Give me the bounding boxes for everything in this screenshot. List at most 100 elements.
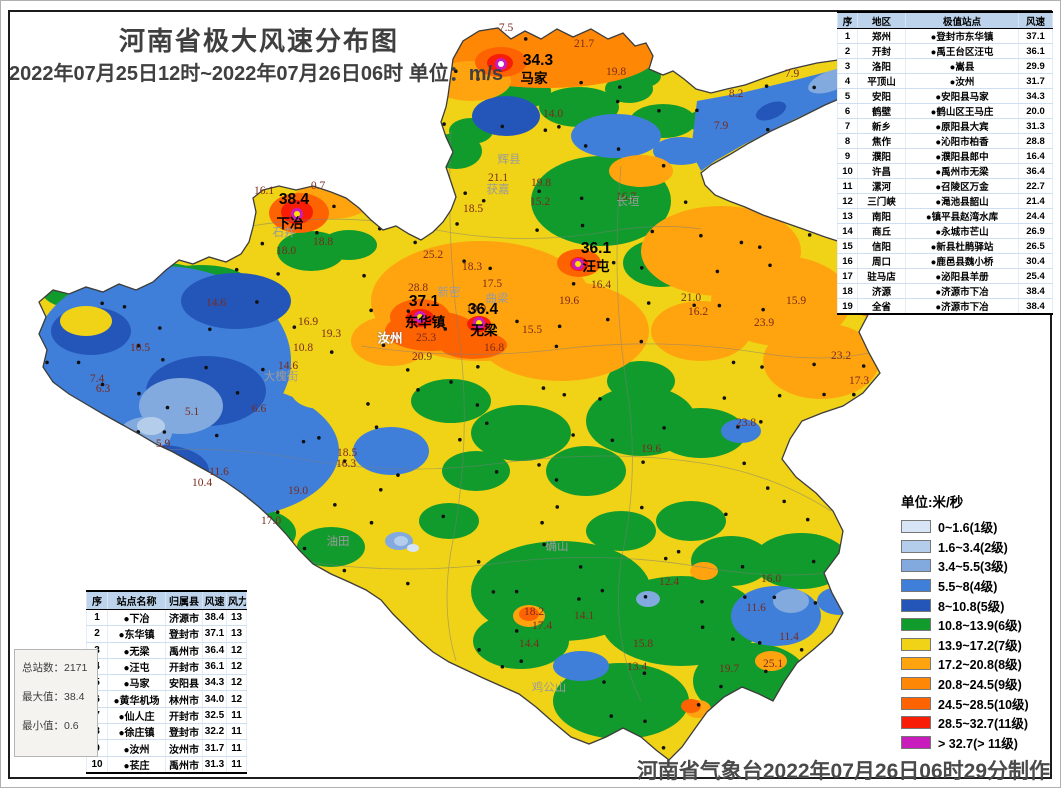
region-wind-speed: 25.4 (1018, 268, 1053, 284)
region-extreme-station: ●镇平县赵湾水库 (905, 208, 1019, 224)
region-name: 全省 (857, 298, 906, 315)
region-extreme-station: ●永城市芒山 (905, 223, 1019, 239)
region-seq: 16 (837, 253, 858, 269)
region-name: 开封 (857, 43, 906, 59)
region-table-row: 18 济源 ●济源市下冶 38.4 (837, 283, 1053, 299)
region-wind-speed: 20.0 (1018, 103, 1053, 119)
region-name: 许昌 (857, 163, 906, 179)
region-extreme-station: ●召陵区万金 (905, 178, 1019, 194)
station-wind-force: 12 (226, 658, 247, 676)
station-county: 登封市 (165, 723, 203, 741)
station-table-row: 5 ●马家 安阳县 34.3 12 (86, 674, 247, 692)
region-name: 安阳 (857, 88, 906, 104)
legend-item-label: 10.8~13.9(6级) (938, 619, 1022, 634)
extreme-value: 36.4 (467, 301, 499, 318)
region-extreme-station: ●安阳县马家 (905, 88, 1019, 104)
station-name: ●汪屯 (107, 658, 166, 676)
region-table-row: 19 全省 ●济源市下冶 38.4 (837, 298, 1053, 315)
legend-item-label: 13.9~17.2(7级) (938, 638, 1022, 653)
legend-item-label: 20.8~24.5(9级) (938, 678, 1022, 693)
station-table-row: 6 ●黄华机场 林州市 34.0 12 (86, 690, 247, 708)
column-header: 极值站点 (905, 12, 1019, 29)
region-seq: 5 (837, 88, 858, 104)
station-table-row: 9 ●汝州 汝州市 31.7 11 (86, 739, 247, 757)
region-seq: 14 (837, 223, 858, 239)
legend-unit-label: 单位:米/秒 (901, 495, 964, 510)
station-wind-speed: 31.7 (202, 739, 227, 757)
region-name: 鹤壁 (857, 103, 906, 119)
region-seq: 3 (837, 58, 858, 74)
station-table-row: 4 ●汪屯 开封市 36.1 12 (86, 658, 247, 676)
station-name: ●东华镇 (107, 625, 166, 643)
legend-color-swatch (901, 618, 931, 632)
region-wind-speed: 26.5 (1018, 238, 1053, 254)
station-table-row: 2 ●东华镇 登封市 37.1 13 (86, 625, 247, 643)
legend-color-swatch (901, 716, 931, 730)
green-zones (39, 64, 849, 739)
region-extreme-station: ●鹤山区王马庄 (905, 103, 1019, 119)
region-name: 商丘 (857, 223, 906, 239)
station-table-header-row: 序站点名称 归属县 风速 风力 (86, 591, 247, 610)
region-table-row: 10 许昌 ●禹州市无梁 36.4 (837, 163, 1053, 179)
region-extreme-station: ●禹州市无梁 (905, 163, 1019, 179)
region-seq: 4 (837, 73, 858, 89)
station-county: 开封市 (165, 707, 203, 725)
region-wind-speed: 36.1 (1018, 43, 1053, 59)
page-subtitle: 2022年07月25日12时~2022年07月26日06时 单位：m/s (9, 63, 504, 85)
station-name: ●下冶 (107, 609, 166, 627)
region-extreme-station: ●渑池县韶山 (905, 193, 1019, 209)
region-name: 信阳 (857, 238, 906, 254)
station-county: 林州市 (165, 690, 203, 708)
legend-item: 10.8~13.9(6级) (901, 615, 1059, 635)
region-wind-speed: 22.7 (1018, 178, 1053, 194)
column-header: 风速 (1018, 12, 1053, 29)
region-extreme-station: ●泌阳县羊册 (905, 268, 1019, 284)
region-wind-speed: 30.4 (1018, 253, 1053, 269)
station-county: 汝州市 (165, 739, 203, 757)
region-name: 三门峡 (857, 193, 906, 209)
extreme-value: 37.1 (408, 293, 440, 310)
region-table-header-row: 序地区 极值站点 风速 (837, 12, 1053, 29)
station-county: 登封市 (165, 625, 203, 643)
region-wind-speed: 29.9 (1018, 58, 1053, 74)
legend-color-swatch (901, 598, 931, 612)
legend-item: > 32.7(> 11级) (901, 733, 1059, 753)
region-extreme-station: ●济源市下冶 (905, 283, 1019, 299)
extreme-station-marker-icon (495, 58, 507, 70)
region-wind-speed: 28.8 (1018, 133, 1053, 149)
region-table-row: 14 商丘 ●永城市芒山 26.9 (837, 223, 1053, 239)
legend-color-swatch (901, 539, 931, 553)
station-table-row: 8 ●徐庄镇 登封市 32.2 11 (86, 723, 247, 741)
region-table-row: 17 驻马店 ●泌阳县羊册 25.4 (837, 268, 1053, 284)
extreme-station-marker-icon (473, 317, 485, 329)
region-name: 濮阳 (857, 148, 906, 164)
extreme-name: 下冶 (276, 216, 304, 231)
region-name: 济源 (857, 283, 906, 299)
region-extreme-station: ●济源市下冶 (905, 298, 1019, 315)
legend-items: 0~1.6(1级) 1.6~3.4(2级) 3.4~5.5(3级) 5.5~8(… (901, 517, 1059, 752)
legend-item-label: 17.2~20.8(8级) (938, 658, 1022, 673)
legend-item-label: 1.6~3.4(2级) (938, 540, 1008, 555)
extreme-value: 34.3 (522, 52, 554, 69)
wind-speed-legend: 单位:米/秒 0~1.6(1级) 1.6~3.4(2级) 3.4~5.5(3级) (901, 491, 1059, 752)
region-extreme-station: ●沁阳市柏香 (905, 133, 1019, 149)
region-wind-speed: 37.1 (1018, 28, 1053, 44)
station-wind-force: 13 (226, 609, 247, 627)
station-wind-speed: 32.2 (202, 723, 227, 741)
region-seq: 8 (837, 133, 858, 149)
region-seq: 19 (837, 298, 858, 315)
station-county: 禹州市 (165, 642, 203, 659)
region-extreme-station: ●原阳县大宾 (905, 118, 1019, 134)
region-wind-speed: 31.7 (1018, 73, 1053, 89)
legend-item-label: 3.4~5.5(3级) (938, 560, 1008, 575)
region-extreme-station: ●登封市东华镇 (905, 28, 1019, 44)
extreme-station-marker-icon (291, 208, 303, 220)
station-wind-force: 11 (226, 707, 247, 725)
station-county: 安阳县 (165, 674, 203, 692)
region-seq: 11 (837, 178, 858, 194)
region-name: 南阳 (857, 208, 906, 224)
district-boundaries (95, 130, 870, 702)
stats-box: 总站数：2171 最大值：38.4 最小值：0.6 (14, 649, 98, 757)
station-wind-force: 12 (226, 674, 247, 692)
region-wind-speed: 38.4 (1018, 283, 1053, 299)
